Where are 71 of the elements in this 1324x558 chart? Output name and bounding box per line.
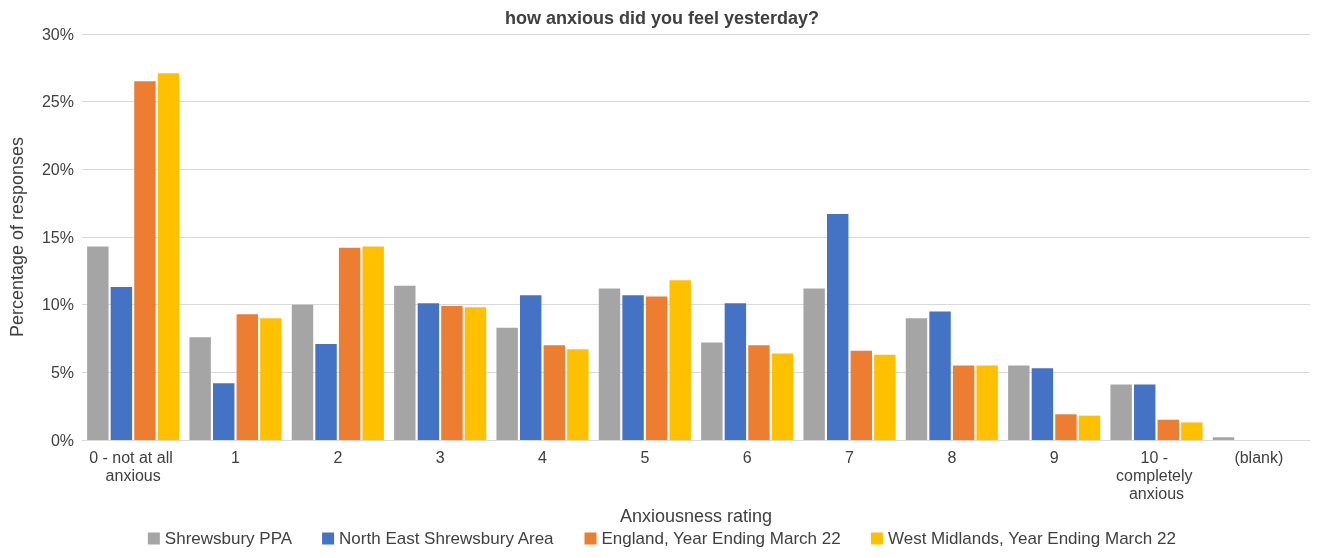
bar	[1078, 415, 1101, 440]
y-tick-label: 30%	[41, 25, 74, 43]
bar	[952, 365, 975, 440]
x-tick-label: 3	[435, 448, 445, 466]
bar	[874, 354, 896, 440]
bar	[213, 383, 235, 440]
bar	[338, 247, 361, 440]
bar	[598, 288, 621, 440]
bar	[1055, 414, 1077, 440]
bar	[567, 349, 589, 440]
bar	[1157, 419, 1179, 440]
bar	[669, 280, 691, 440]
bar	[291, 304, 314, 440]
legend-label: Shrewsbury PPA	[164, 529, 293, 548]
bar	[771, 353, 794, 440]
bar	[464, 307, 487, 440]
bar	[645, 296, 668, 440]
bar	[394, 285, 416, 440]
y-tick-label: 20%	[41, 160, 74, 178]
x-tick-label: 10 - completely anxious	[1116, 448, 1197, 502]
y-tick-label: 5%	[50, 363, 74, 381]
bar	[417, 303, 440, 440]
bar	[110, 287, 133, 440]
bar	[724, 303, 747, 440]
bar	[157, 73, 180, 440]
bar	[1181, 422, 1203, 440]
y-tick-label: 15%	[41, 228, 74, 246]
x-tick-label: 8	[947, 448, 957, 466]
x-tick-label: 5	[640, 448, 650, 466]
y-tick-label: 25%	[41, 93, 74, 111]
x-tick-label: 6	[742, 448, 752, 466]
x-axis-title: Anxiousness rating	[619, 505, 773, 526]
bar	[1110, 384, 1132, 440]
legend-label: North East Shrewsbury Area	[339, 529, 555, 548]
y-tick-label: 10%	[41, 296, 74, 314]
y-axis-title: Percentage of responses	[7, 136, 27, 338]
chart-title: how anxious did you feel yesterday?	[504, 8, 820, 28]
x-tick-label: 1	[231, 448, 241, 466]
bar	[748, 345, 770, 440]
x-tick-label: 7	[845, 448, 855, 466]
bar	[1008, 365, 1030, 440]
bar	[1031, 368, 1054, 440]
bar	[976, 365, 998, 440]
bar	[520, 295, 542, 440]
x-tick-label: 4	[538, 448, 548, 466]
bar	[441, 306, 463, 440]
bar	[189, 337, 211, 440]
bar	[803, 288, 825, 440]
bar	[850, 350, 872, 440]
bar	[236, 314, 258, 440]
legend-label: England, Year Ending March 22	[601, 529, 841, 548]
y-tick-label: 0%	[50, 431, 74, 449]
bar	[701, 342, 723, 440]
bar	[315, 343, 337, 440]
x-tick-label: 9	[1049, 448, 1059, 466]
x-tick-label: (blank)	[1234, 448, 1284, 466]
bar	[1134, 384, 1156, 440]
bar	[1212, 437, 1235, 440]
bar	[362, 246, 384, 440]
bar	[496, 327, 518, 440]
bar	[543, 345, 565, 440]
x-tick-label: 0 - not at all anxious	[89, 448, 178, 484]
bar	[260, 318, 282, 440]
x-tick-label: 2	[333, 448, 343, 466]
bar	[622, 295, 644, 440]
bar	[134, 81, 156, 440]
legend-label: West Midlands, Year Ending March 22	[887, 529, 1176, 548]
bar	[905, 318, 928, 440]
bar	[87, 246, 109, 440]
bar	[929, 311, 951, 440]
bar	[827, 213, 849, 440]
